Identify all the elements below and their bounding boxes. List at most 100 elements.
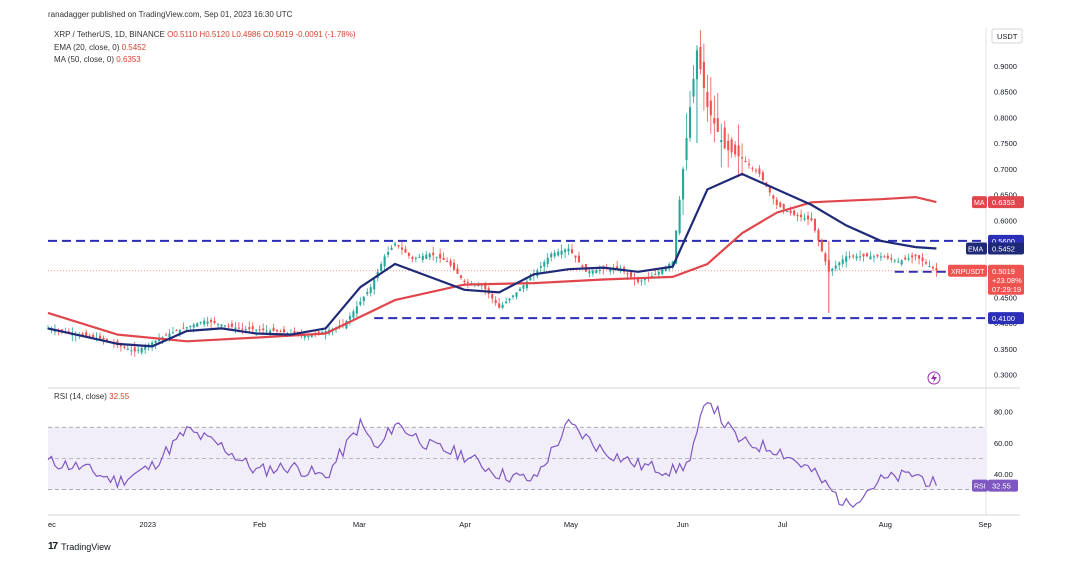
candle-body — [772, 195, 775, 199]
candle-body — [886, 255, 889, 259]
price-tag-value: 0.5019 — [992, 267, 1015, 276]
candle-body — [900, 260, 903, 265]
candle-body — [144, 346, 147, 350]
candle-body — [761, 172, 764, 181]
tradingview-logo[interactable]: 17 TradingView — [48, 541, 111, 552]
candle-body — [366, 292, 369, 295]
candle-body — [189, 325, 192, 328]
candle-body — [494, 300, 497, 304]
candle-body — [591, 270, 594, 274]
candle-body — [529, 277, 532, 281]
candle-body — [404, 248, 407, 253]
candle-body — [671, 261, 674, 266]
rsi-tick-label: 40.00 — [994, 470, 1013, 479]
time-tick-label: Sep — [978, 520, 991, 529]
candle-body — [293, 331, 296, 335]
candle-body — [567, 248, 570, 252]
candle-body — [154, 340, 157, 343]
ma-tag-label: MA — [974, 200, 985, 207]
candle-body — [720, 140, 723, 143]
ema-label: EMA (20, close, 0) — [54, 43, 120, 52]
candle-body — [730, 139, 733, 153]
rsi-tag-value: 32.55 — [992, 482, 1011, 491]
candle-body — [237, 327, 240, 329]
rsi-line — [47, 402, 937, 508]
candle-body — [258, 329, 261, 331]
candle-body — [355, 306, 358, 314]
candle-body — [435, 256, 438, 258]
rsi-tag-label: RSI — [974, 484, 986, 491]
candle-body — [428, 253, 431, 258]
candle-body — [747, 163, 751, 165]
candle-body — [206, 321, 209, 324]
rsi-legend: RSI (14, close) 32.55 — [54, 392, 129, 401]
candle-body — [685, 137, 688, 161]
candle-body — [657, 271, 660, 275]
candle-body — [692, 78, 695, 97]
lightning-icon-bolt — [931, 373, 937, 383]
candle-body — [595, 270, 598, 274]
candle-body — [272, 327, 275, 331]
symbol-legend: XRP / TetherUS, 1D, BINANCE O0.5110 H0.5… — [54, 30, 356, 39]
candle-body — [893, 260, 896, 262]
candle-body — [303, 335, 306, 338]
candle-body — [317, 331, 320, 334]
currency-label: USDT — [997, 32, 1018, 41]
price-tick-label: 0.6000 — [994, 216, 1017, 225]
time-tick-label: May — [564, 520, 578, 529]
candle-body — [727, 140, 730, 151]
ema-tag-label-box — [966, 242, 987, 255]
brand-name: TradingView — [61, 541, 111, 552]
candle-body — [834, 265, 837, 269]
candle-body — [269, 330, 272, 334]
candle-body — [928, 265, 931, 267]
candle-body — [810, 218, 813, 221]
candle-body — [133, 347, 136, 352]
candle-body — [560, 250, 563, 255]
candle-body — [210, 319, 213, 323]
candle-body — [397, 245, 400, 247]
candle-body — [754, 170, 757, 172]
level-tag-label: 0.4100 — [992, 314, 1015, 323]
candle-body — [439, 253, 442, 259]
candle-body — [824, 253, 827, 262]
candle-body — [196, 323, 199, 327]
candle-body — [400, 247, 404, 250]
ema-tag-label: EMA — [968, 247, 984, 254]
candle-body — [459, 275, 463, 278]
candle-body — [119, 345, 122, 347]
candle-body — [723, 127, 726, 149]
candle-body — [706, 91, 709, 108]
candle-body — [806, 215, 810, 220]
candle-body — [449, 260, 452, 266]
candle-body — [126, 348, 129, 350]
candle-body — [539, 266, 542, 268]
candle-body — [688, 107, 692, 138]
candle-body — [931, 266, 934, 269]
candle-body — [511, 295, 515, 297]
time-tick-label: ec — [48, 520, 56, 529]
rsi-tag — [988, 479, 1018, 492]
ema20-line — [47, 172, 937, 348]
candle-body — [241, 328, 244, 330]
candle-body — [99, 335, 102, 339]
candle-body — [182, 327, 185, 329]
candle-body — [518, 288, 522, 291]
candle-body — [876, 254, 879, 257]
price-tick-label: 0.9000 — [994, 62, 1017, 71]
ma50-line — [47, 195, 937, 343]
candle-body — [852, 255, 855, 257]
candle-body — [407, 252, 410, 256]
candle-body — [883, 256, 886, 258]
candle-body — [796, 215, 799, 217]
candle-body — [709, 100, 712, 116]
candle-body — [845, 256, 848, 262]
candle-body — [841, 259, 844, 264]
candle-body — [907, 258, 910, 260]
symbol-tag-box — [948, 264, 987, 277]
time-tick-label: Feb — [253, 520, 266, 529]
candle-body — [282, 329, 286, 333]
price-tag-change: +23.08% — [992, 276, 1022, 285]
candle-body — [699, 46, 702, 70]
